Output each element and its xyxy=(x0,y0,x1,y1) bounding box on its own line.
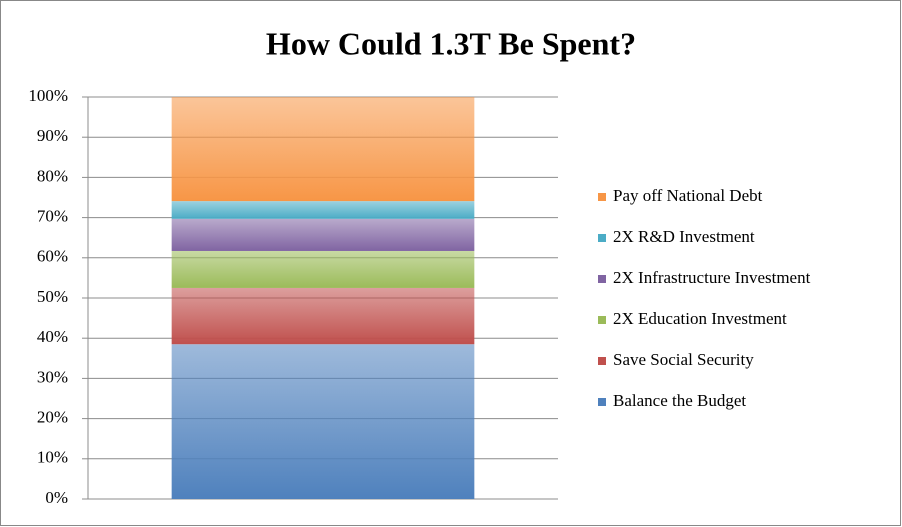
y-tick-label: 90% xyxy=(37,126,68,145)
legend-label: 2X Infrastructure Investment xyxy=(613,268,811,287)
legend-label: Balance the Budget xyxy=(613,391,746,410)
y-tick-label: 10% xyxy=(37,448,68,467)
legend-swatch xyxy=(598,234,606,242)
legend-swatch xyxy=(598,398,606,406)
legend-swatch xyxy=(598,275,606,283)
bar-segment xyxy=(171,344,475,499)
legend-label: Pay off National Debt xyxy=(613,186,763,205)
y-tick-label: 80% xyxy=(37,166,68,185)
legend-swatch xyxy=(598,193,606,201)
bar-segment xyxy=(171,97,475,202)
chart-title: How Could 1.3T Be Spent? xyxy=(266,25,636,61)
y-tick-label: 50% xyxy=(37,287,68,306)
bar-segment xyxy=(171,250,475,288)
y-tick-label: 0% xyxy=(45,488,68,507)
legend-label: 2X R&D Investment xyxy=(613,227,755,246)
y-tick-label: 70% xyxy=(37,207,68,226)
legend-label: 2X Education Investment xyxy=(613,309,787,328)
bar-segment xyxy=(171,218,475,251)
y-tick-label: 30% xyxy=(37,367,68,386)
y-tick-label: 40% xyxy=(37,327,68,346)
legend-swatch xyxy=(598,357,606,365)
y-tick-label: 60% xyxy=(37,247,68,266)
y-tick-label: 100% xyxy=(28,86,68,105)
legend-swatch xyxy=(598,316,606,324)
legend-label: Save Social Security xyxy=(613,350,754,369)
bar-segment xyxy=(171,201,475,219)
bar-segment xyxy=(171,287,475,345)
y-tick-label: 20% xyxy=(37,408,68,427)
